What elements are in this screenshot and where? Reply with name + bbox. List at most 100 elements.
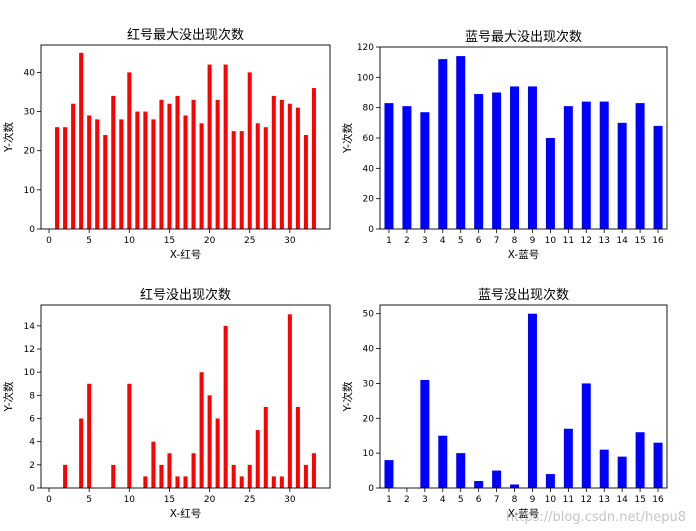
y-tick-label: 30: [363, 379, 375, 389]
bar: [63, 127, 68, 229]
bar: [635, 432, 645, 488]
y-tick-label: 10: [363, 449, 375, 459]
bar: [303, 464, 308, 488]
y-axis-label: Y-次数: [2, 381, 15, 412]
bar: [456, 453, 466, 488]
bar: [199, 123, 204, 229]
x-tick-label: 16: [652, 495, 664, 505]
x-tick-label: 6: [476, 495, 482, 505]
x-tick-label: 5: [458, 236, 464, 246]
y-tick-label: 4: [29, 438, 35, 448]
bar: [111, 464, 116, 488]
bar: [438, 435, 448, 488]
x-tick-label: 9: [530, 495, 536, 505]
y-axis-label: Y-次数: [341, 123, 354, 154]
x-tick-label: 2: [404, 495, 410, 505]
bar: [63, 464, 68, 488]
bar: [239, 131, 244, 229]
bar: [135, 111, 140, 229]
x-tick-label: 13: [598, 495, 609, 505]
x-tick-label: 3: [422, 236, 428, 246]
x-tick-label: 3: [422, 495, 428, 505]
x-tick-label: 12: [581, 236, 592, 246]
bar: [311, 88, 316, 229]
y-tick-label: 30: [24, 108, 36, 118]
x-tick-label: 16: [652, 236, 664, 246]
y-tick-label: 60: [363, 134, 375, 144]
bar: [183, 115, 188, 229]
bar: [95, 119, 100, 229]
bar: [247, 72, 252, 230]
bar: [599, 449, 609, 488]
bar: [215, 99, 220, 229]
y-axis-label: Y-次数: [341, 381, 354, 412]
bar: [207, 64, 212, 229]
bar: [215, 418, 220, 488]
y-tick-label: 100: [357, 73, 374, 83]
chart-title: 红号没出现次数: [140, 287, 231, 303]
x-tick-label: 9: [530, 236, 536, 246]
x-axis-label: X-红号: [170, 507, 201, 520]
bar: [563, 106, 573, 229]
bar: [143, 111, 148, 229]
y-tick-label: 10: [24, 368, 36, 378]
bar: [231, 131, 236, 229]
bar: [159, 464, 164, 488]
bar: [175, 476, 180, 488]
bar: [295, 107, 300, 229]
x-tick-label: 10: [545, 495, 557, 505]
y-tick-label: 20: [363, 195, 375, 205]
x-tick-label: 10: [124, 495, 136, 505]
y-tick-label: 2: [29, 461, 35, 471]
x-tick-label: 1: [386, 495, 392, 505]
x-tick-label: 15: [164, 495, 175, 505]
chart-title: 红号最大没出现次数: [127, 27, 244, 43]
bar: [545, 138, 555, 229]
x-tick-label: 25: [244, 236, 255, 246]
x-tick-label: 6: [476, 236, 482, 246]
bar: [474, 481, 484, 488]
bar: [384, 103, 394, 229]
x-tick-label: 4: [440, 236, 446, 246]
bar: [653, 442, 663, 488]
x-tick-label: 15: [634, 495, 645, 505]
bar: [239, 476, 244, 488]
x-tick-label: 12: [581, 495, 592, 505]
y-tick-label: 20: [24, 147, 36, 157]
bar: [223, 64, 228, 229]
chart-title: 蓝号最大没出现次数: [465, 29, 582, 45]
x-tick-label: 15: [164, 236, 175, 246]
x-tick-label: 11: [563, 236, 574, 246]
x-tick-label: 5: [86, 236, 92, 246]
x-axis-label: X-红号: [170, 248, 201, 261]
x-tick-label: 10: [124, 236, 136, 246]
x-tick-label: 14: [616, 495, 628, 505]
bar: [420, 379, 430, 488]
axes-frame: [379, 304, 668, 489]
bar: [263, 127, 268, 229]
bar: [207, 395, 212, 488]
x-tick-label: 25: [244, 495, 255, 505]
x-tick-label: 30: [284, 236, 296, 246]
bar: [303, 135, 308, 229]
bar: [438, 59, 448, 229]
x-tick-label: 30: [284, 495, 296, 505]
bar: [563, 428, 573, 488]
bar: [79, 418, 84, 488]
x-axis-label: X-蓝号: [508, 508, 539, 520]
bar: [617, 122, 627, 229]
bar: [581, 383, 591, 488]
bar: [527, 86, 537, 230]
bar: [510, 484, 520, 488]
bar: [191, 453, 196, 488]
x-axis-label: X-蓝号: [508, 249, 539, 261]
bar: [191, 99, 196, 229]
bar: [159, 99, 164, 229]
bar: [492, 470, 502, 488]
bar: [527, 313, 537, 488]
x-tick-label: 0: [46, 236, 52, 246]
chart-title: 蓝号没出现次数: [478, 287, 569, 303]
bar: [119, 119, 124, 229]
chart-panel-3: 0 2 4 6 8 10 12 14 0 5 10 15 20 25 30 红号没出现次数 X-红号 Y-次数: [2, 287, 331, 520]
bar: [545, 474, 555, 488]
